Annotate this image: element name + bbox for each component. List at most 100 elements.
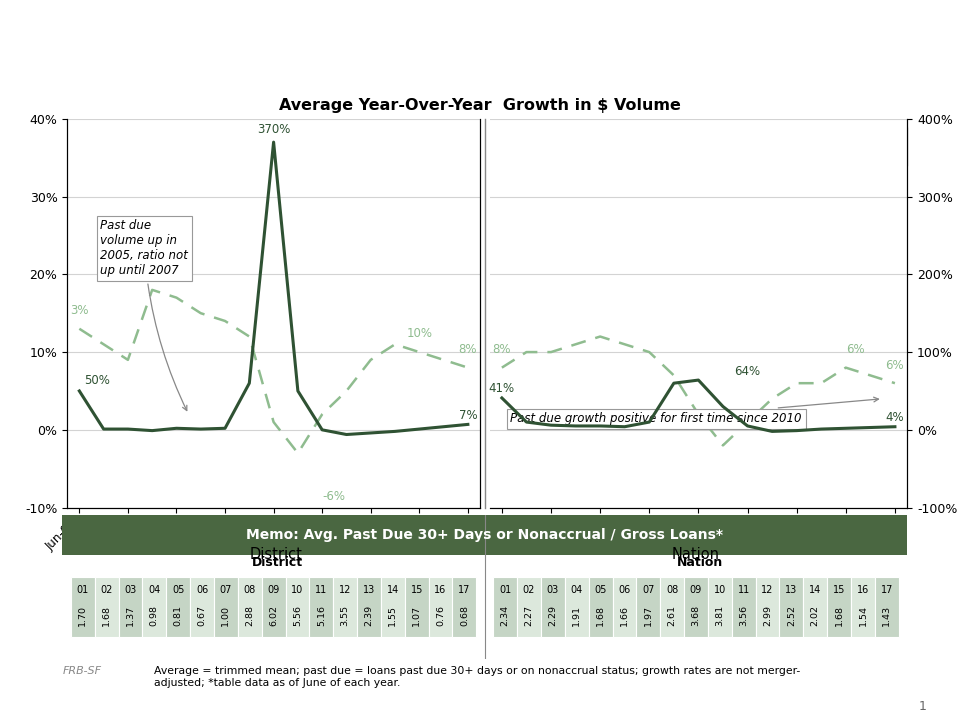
Text: 05: 05 bbox=[172, 585, 184, 595]
Text: 1.68: 1.68 bbox=[596, 605, 605, 626]
Text: Loans Grew Faster, Leaving Past Due: Loans Grew Faster, Leaving Past Due bbox=[128, 72, 682, 98]
Text: 12: 12 bbox=[761, 585, 774, 595]
Bar bbox=[262, 577, 285, 637]
Text: 04: 04 bbox=[570, 585, 583, 595]
Text: 08: 08 bbox=[666, 585, 679, 595]
Text: District: District bbox=[250, 547, 302, 562]
Bar bbox=[684, 577, 708, 637]
Bar bbox=[62, 515, 907, 555]
Text: 07: 07 bbox=[642, 585, 655, 595]
Text: 0.68: 0.68 bbox=[460, 605, 468, 626]
Text: 02: 02 bbox=[101, 585, 113, 595]
Text: Nation: Nation bbox=[672, 547, 720, 562]
Text: 0.76: 0.76 bbox=[436, 605, 445, 626]
Text: FRB-SF: FRB-SF bbox=[62, 666, 102, 676]
Text: 05: 05 bbox=[594, 585, 607, 595]
Text: Increased But Gross: Increased But Gross bbox=[587, 18, 888, 44]
Text: 10: 10 bbox=[713, 585, 726, 595]
Text: 1.37: 1.37 bbox=[126, 605, 135, 626]
Text: 6%: 6% bbox=[886, 359, 904, 372]
Text: Past due growth positive for first time since 2010: Past due growth positive for first time … bbox=[511, 397, 878, 425]
Text: Average Year-Over-Year  Growth in $ Volume: Average Year-Over-Year Growth in $ Volum… bbox=[279, 98, 681, 113]
Bar bbox=[285, 577, 309, 637]
Text: 10%: 10% bbox=[406, 328, 432, 341]
Bar bbox=[357, 577, 381, 637]
Text: 1.97: 1.97 bbox=[644, 605, 653, 626]
Text: 02: 02 bbox=[523, 585, 536, 595]
Text: 17: 17 bbox=[880, 585, 893, 595]
Text: 08: 08 bbox=[244, 585, 256, 595]
Bar bbox=[214, 577, 238, 637]
Bar bbox=[588, 577, 612, 637]
Text: 1.70: 1.70 bbox=[79, 605, 87, 626]
Bar bbox=[540, 577, 564, 637]
Text: 6%: 6% bbox=[846, 343, 864, 356]
Bar bbox=[238, 577, 262, 637]
Text: 2.99: 2.99 bbox=[763, 605, 772, 626]
Text: 1.91: 1.91 bbox=[572, 605, 581, 626]
Text: Credit
Quality: Credit Quality bbox=[7, 36, 28, 76]
Bar bbox=[118, 577, 142, 637]
Text: 06: 06 bbox=[196, 585, 208, 595]
Text: Ratios: Ratios bbox=[682, 72, 774, 98]
Text: Volumes: Volumes bbox=[465, 18, 587, 44]
Text: 1.54: 1.54 bbox=[858, 605, 868, 626]
Text: 6.02: 6.02 bbox=[269, 605, 278, 626]
Text: 2.34: 2.34 bbox=[501, 605, 510, 626]
Text: 8%: 8% bbox=[492, 343, 511, 356]
Bar bbox=[429, 577, 452, 637]
Text: 01: 01 bbox=[77, 585, 89, 595]
Text: 17: 17 bbox=[458, 585, 470, 595]
Bar bbox=[708, 577, 732, 637]
Bar bbox=[852, 577, 875, 637]
Text: 1.68: 1.68 bbox=[834, 605, 844, 626]
Text: 18%: 18% bbox=[139, 265, 165, 278]
Text: 1.07: 1.07 bbox=[412, 605, 421, 626]
Text: 16: 16 bbox=[435, 585, 446, 595]
Bar bbox=[493, 577, 517, 637]
Text: 01: 01 bbox=[499, 585, 512, 595]
Bar bbox=[71, 577, 95, 637]
Text: 03: 03 bbox=[547, 585, 559, 595]
Text: 3.68: 3.68 bbox=[691, 605, 701, 626]
Text: 14: 14 bbox=[809, 585, 822, 595]
Text: 1.00: 1.00 bbox=[222, 605, 230, 626]
Bar bbox=[142, 577, 166, 637]
Text: Lower: Lower bbox=[774, 72, 871, 98]
Text: 3.56: 3.56 bbox=[739, 605, 748, 626]
Text: 09: 09 bbox=[268, 585, 279, 595]
Text: 04: 04 bbox=[148, 585, 160, 595]
Text: 2.29: 2.29 bbox=[548, 605, 558, 626]
Bar bbox=[309, 577, 333, 637]
Text: 11: 11 bbox=[315, 585, 327, 595]
Text: 0.98: 0.98 bbox=[150, 605, 158, 626]
Text: Past due
volume up in
2005, ratio not
up until 2007: Past due volume up in 2005, ratio not up… bbox=[100, 220, 188, 410]
Text: 0.67: 0.67 bbox=[198, 605, 206, 626]
Text: 64%: 64% bbox=[734, 365, 760, 378]
Bar bbox=[405, 577, 429, 637]
Text: 14: 14 bbox=[387, 585, 399, 595]
Bar bbox=[756, 577, 780, 637]
Bar bbox=[166, 577, 190, 637]
Text: 16: 16 bbox=[857, 585, 869, 595]
Text: 15: 15 bbox=[833, 585, 846, 595]
Text: 41%: 41% bbox=[489, 382, 515, 395]
Text: 5.56: 5.56 bbox=[293, 605, 302, 626]
Bar bbox=[828, 577, 852, 637]
Bar bbox=[333, 577, 357, 637]
Bar bbox=[564, 577, 588, 637]
Text: 10: 10 bbox=[291, 585, 303, 595]
Text: Nation: Nation bbox=[677, 556, 723, 569]
Text: 13: 13 bbox=[785, 585, 798, 595]
Text: 1.66: 1.66 bbox=[620, 605, 629, 626]
Bar bbox=[95, 577, 118, 637]
Text: 4%: 4% bbox=[886, 411, 904, 424]
Text: 07: 07 bbox=[220, 585, 232, 595]
Text: District: District bbox=[252, 556, 303, 569]
Text: 2.27: 2.27 bbox=[524, 605, 534, 626]
Bar bbox=[612, 577, 636, 637]
Text: 1.68: 1.68 bbox=[102, 605, 111, 626]
Text: 0.81: 0.81 bbox=[174, 605, 182, 626]
Text: 15: 15 bbox=[411, 585, 423, 595]
Text: 1.43: 1.43 bbox=[882, 605, 891, 626]
